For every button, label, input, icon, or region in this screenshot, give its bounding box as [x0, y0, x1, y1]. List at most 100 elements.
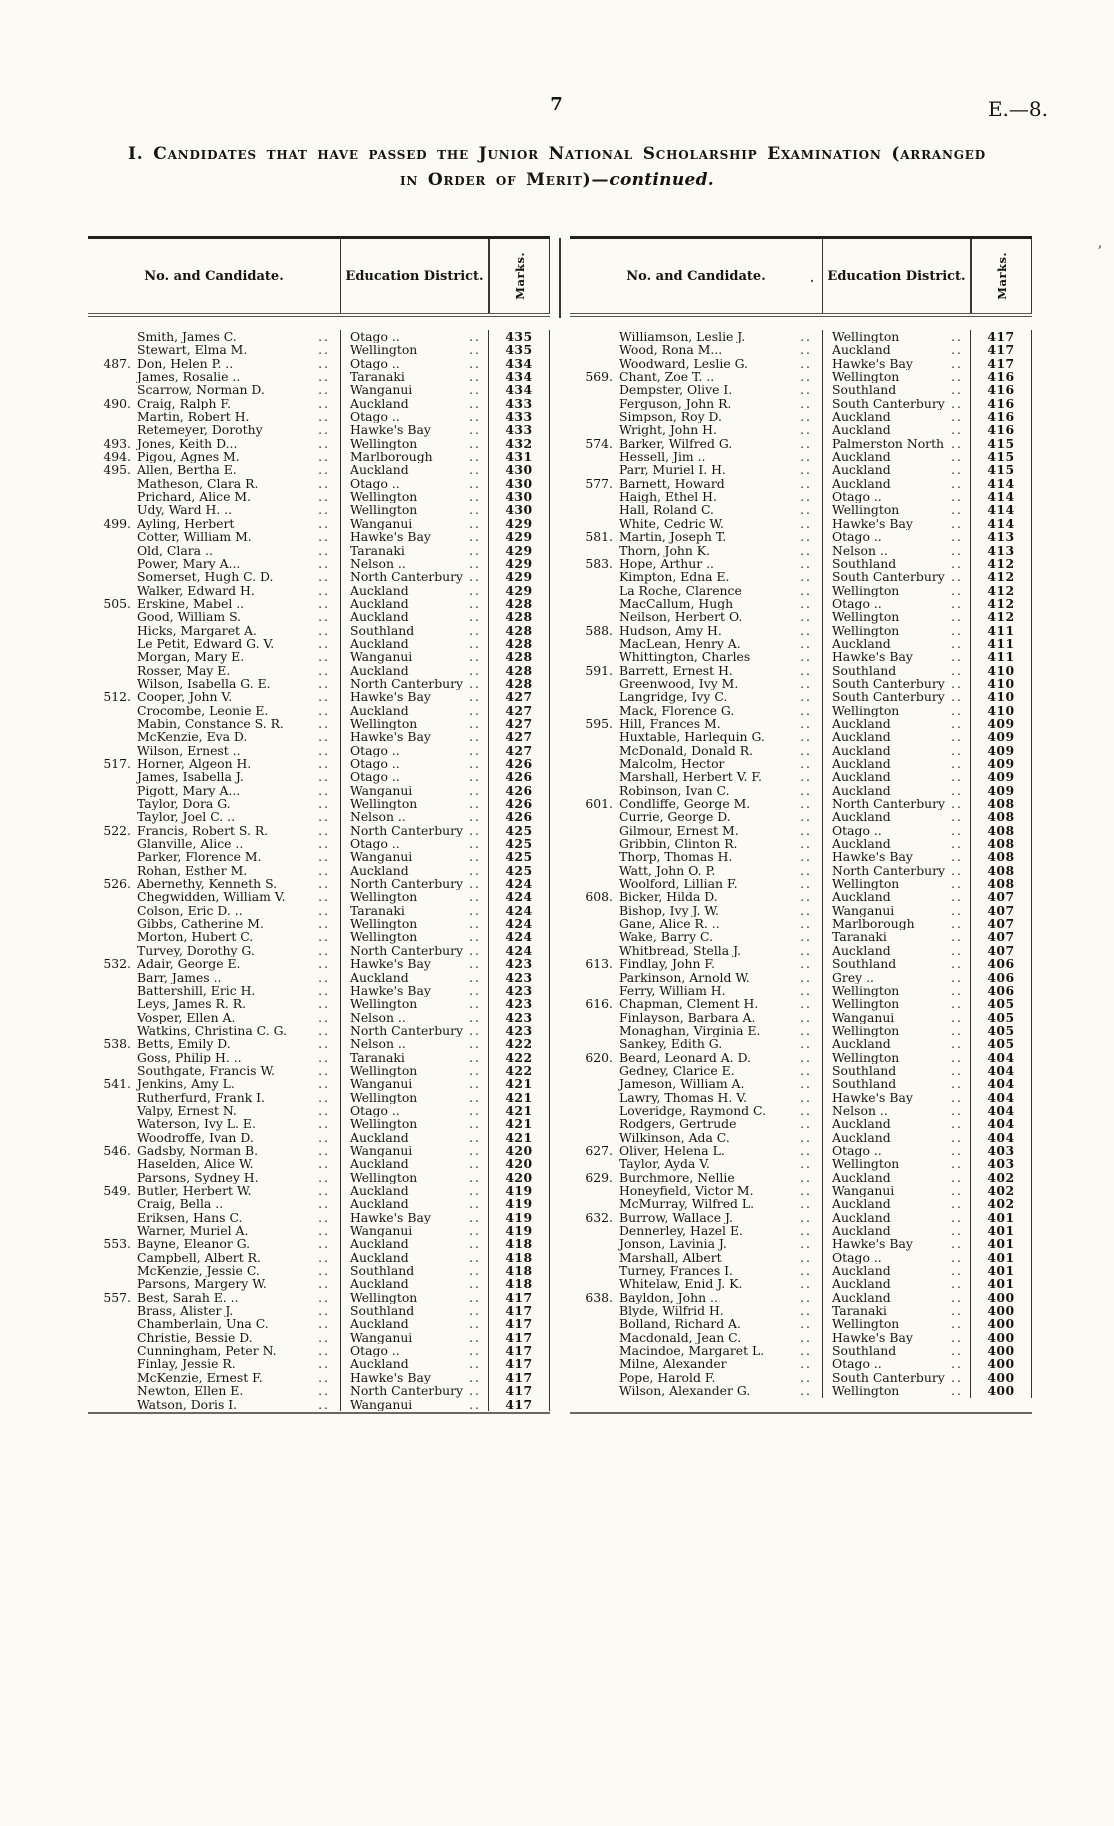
dot-leader: ..: [469, 596, 481, 611]
dot-leader: ..: [951, 330, 963, 344]
district-name: Auckland: [832, 716, 891, 731]
rank-number: 608.: [585, 889, 613, 905]
dot-leader: ..: [951, 1344, 963, 1358]
marks-value: 417: [488, 1384, 550, 1398]
candidate-cell: Barker, Wilfred G...: [618, 437, 822, 450]
rank-number: [88, 1171, 136, 1184]
district-cell: Wanganui..: [340, 1397, 488, 1411]
district-cell: Wellington..: [822, 330, 970, 344]
rank-number: [88, 904, 136, 917]
table-row: Pigott, Mary A..... Wanganui.. 426: [88, 783, 550, 798]
dot-leader: ..: [469, 943, 481, 958]
dot-leader: ..: [469, 890, 481, 904]
candidate-cell: Hill, Frances M...: [618, 717, 822, 730]
dot-leader: ..: [951, 1184, 963, 1198]
candidate-cell: MacLean, Henry A...: [618, 637, 822, 650]
candidate-cell: Thorp, Thomas H...: [618, 850, 822, 863]
district-cell: Marlborough..: [340, 450, 488, 464]
candidate-cell: Taylor, Dora G...: [136, 797, 340, 810]
marks-value: 408: [970, 850, 1032, 864]
marks-value: 425: [488, 850, 550, 864]
candidate-cell: Vosper, Ellen A...: [136, 1011, 340, 1024]
district-cell: Wellington..: [340, 797, 488, 811]
candidate-cell: Retemeyer, Dorothy..: [136, 423, 340, 436]
district-name: North Canterbury: [832, 863, 946, 878]
candidate-name: Woodroffe, Ivan D.: [137, 1130, 254, 1144]
rank-number: [570, 1197, 618, 1210]
dot-leader: ..: [800, 903, 812, 918]
district-cell: Wellington..: [822, 997, 970, 1011]
district-cell: Auckland..: [340, 610, 488, 624]
rank-number: [570, 1357, 618, 1370]
district-cell: Auckland..: [340, 396, 488, 411]
marks-value: 433: [488, 423, 550, 437]
dot-leader: ..: [318, 703, 330, 717]
district-name: Auckland: [832, 1170, 891, 1184]
candidate-name: Wilson, Ernest ..: [137, 743, 241, 757]
dot-leader: ..: [800, 1117, 812, 1131]
district-name: Wanganui: [350, 783, 413, 798]
district-cell: Wanganui..: [340, 850, 488, 864]
candidate-name: Le Petit, Edward G. V.: [137, 636, 275, 651]
district-cell: Auckland..: [340, 1197, 488, 1211]
rank-number: 546.: [103, 1142, 131, 1158]
table-row: Cunningham, Peter N... Otago .... 417: [88, 1344, 550, 1357]
candidate-cell: Gedney, Clarice E...: [618, 1064, 822, 1077]
marks-value: 404: [970, 1090, 1032, 1104]
marks-value: 425: [488, 863, 550, 877]
candidate-name: Rutherfurd, Frank I.: [137, 1090, 265, 1104]
candidate-name: Waterson, Ivy L. E.: [137, 1117, 256, 1131]
candidate-name: Morton, Hubert C.: [137, 930, 254, 944]
district-cell: Auckland..: [340, 663, 488, 677]
district-name: Southland: [832, 556, 897, 571]
table-row: 499. Ayling, Herbert.. Wanganui.. 429: [88, 516, 550, 530]
candidate-name: Wilson, Isabella G. E.: [137, 676, 271, 691]
dot-leader: ..: [800, 930, 812, 944]
candidate-cell: Martin, Joseph T...: [618, 530, 822, 543]
rank-number: [88, 584, 136, 597]
marks-value: 415: [970, 463, 1032, 477]
candidate-name: Kimpton, Edna E.: [619, 570, 730, 584]
rank-number: [88, 1331, 136, 1344]
district-cell: Auckland..: [822, 837, 970, 851]
table-row: Wilson, Ernest .... Otago .... 427: [88, 743, 550, 757]
dot-leader: ..: [318, 1357, 330, 1371]
dot-leader: ..: [469, 930, 481, 944]
district-name: Southland: [832, 957, 897, 971]
candidate-cell: Morgan, Mary E...: [136, 650, 340, 663]
district-cell: Auckland..: [822, 783, 970, 798]
dot-leader: ..: [469, 343, 481, 357]
dot-leader: ..: [800, 1317, 812, 1331]
candidate-cell: Good, William S...: [136, 610, 340, 623]
district-cell: Auckland..: [822, 450, 970, 464]
district-name: Auckland: [832, 1290, 891, 1305]
district-name: Auckland: [832, 770, 891, 784]
district-cell: Taranaki..: [340, 543, 488, 557]
district-name: Auckland: [350, 463, 409, 477]
candidate-name: Simpson, Roy D.: [619, 410, 722, 424]
district-name: Auckland: [832, 1224, 891, 1238]
rank-number: [88, 1317, 136, 1330]
district-cell: Wellington..: [340, 1117, 488, 1131]
column-header-marks: Marks.: [488, 239, 550, 313]
candidate-cell: Whitbread, Stella J...: [618, 944, 822, 957]
district-cell: Wellington..: [340, 930, 488, 944]
table-row: 557. Best, Sarah E. .... Wellington.. 417: [88, 1290, 550, 1304]
dot-leader: ..: [951, 703, 963, 717]
table-row: Wake, Barry C... Taranaki.. 407: [570, 930, 1032, 944]
district-name: Hawke's Bay: [832, 356, 913, 371]
candidate-name: Whitbread, Stella J.: [619, 943, 742, 958]
table-row: Whitbread, Stella J... Auckland.. 407: [570, 943, 1032, 957]
candidate-cell: Southgate, Francis W...: [136, 1064, 340, 1077]
district-name: Otago ..: [350, 837, 400, 851]
marks-value: 423: [488, 997, 550, 1011]
marks-value: 428: [488, 663, 550, 677]
candidate-cell: Udy, Ward H. ....: [136, 503, 340, 516]
district-cell: Otago ....: [340, 356, 488, 371]
rank-number: [570, 1237, 618, 1250]
table-row: 512. Cooper, John V... Hawke's Bay.. 427: [88, 690, 550, 704]
marks-value: 423: [488, 1010, 550, 1024]
candidate-cell: Hicks, Margaret A...: [136, 624, 340, 637]
district-name: Nelson ..: [350, 556, 406, 571]
candidate-cell: Finlay, Jessie R...: [136, 1357, 340, 1370]
